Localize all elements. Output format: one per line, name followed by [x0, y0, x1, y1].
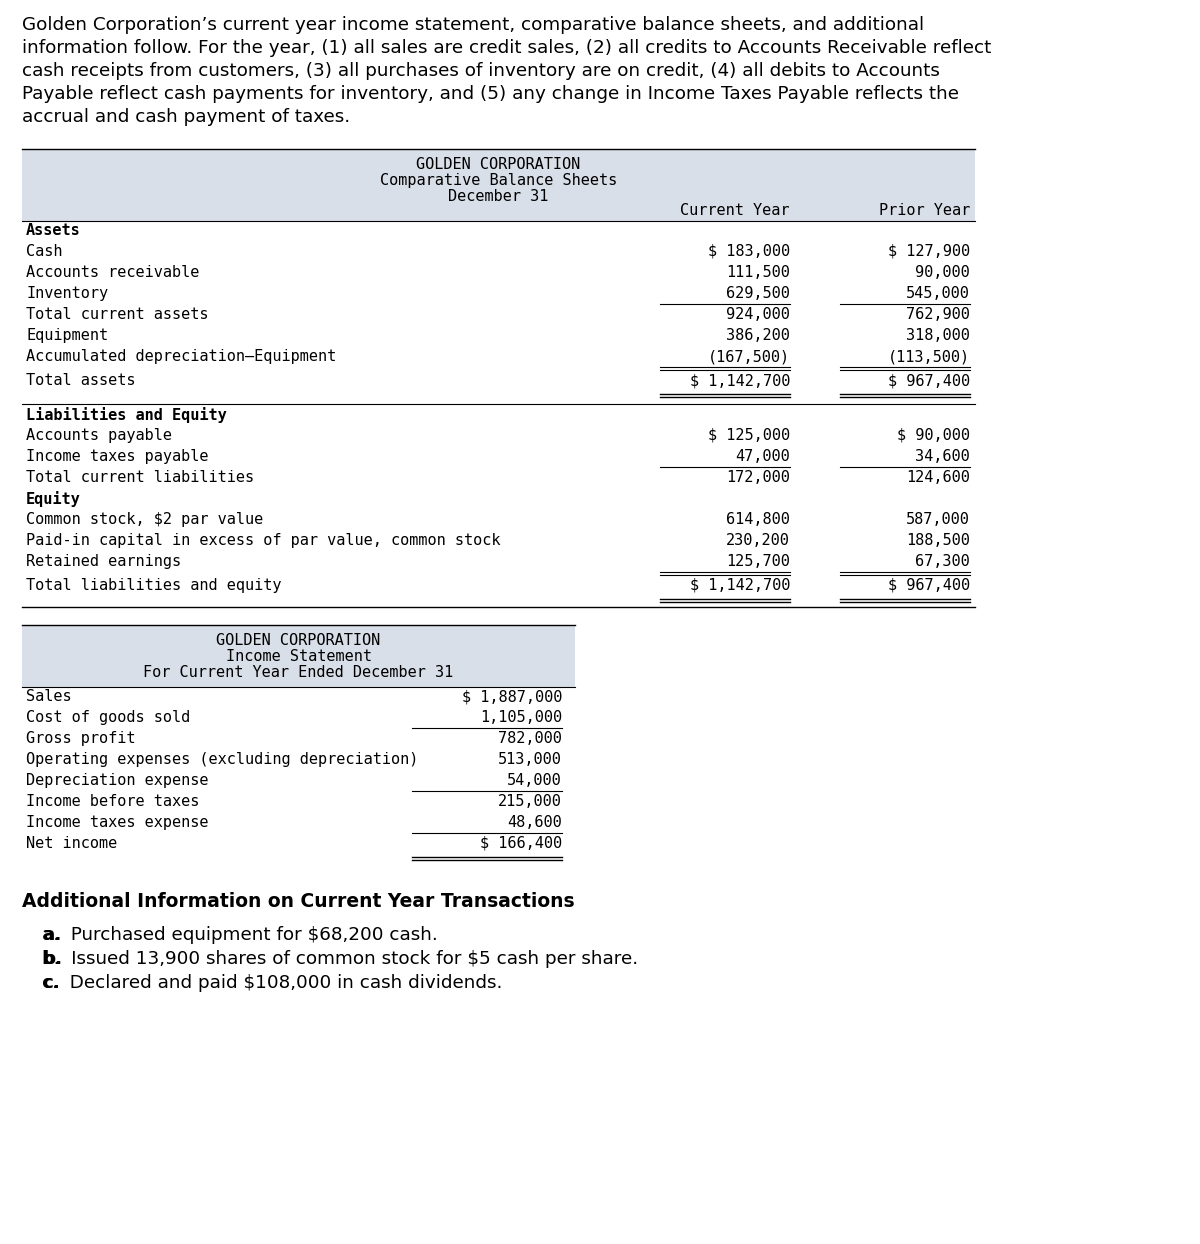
Text: 124,600: 124,600	[906, 470, 970, 485]
Text: GOLDEN CORPORATION: GOLDEN CORPORATION	[416, 157, 581, 172]
Text: Prior Year: Prior Year	[878, 203, 970, 218]
Text: 762,900: 762,900	[906, 307, 970, 322]
Text: 513,000: 513,000	[498, 753, 562, 768]
Text: $ 90,000: $ 90,000	[898, 428, 970, 443]
Text: Additional Information on Current Year Transactions: Additional Information on Current Year T…	[22, 892, 575, 911]
Text: 215,000: 215,000	[498, 794, 562, 809]
Text: Inventory: Inventory	[26, 286, 108, 301]
Text: 172,000: 172,000	[726, 470, 790, 485]
Text: 48,600: 48,600	[508, 815, 562, 830]
Text: Total current liabilities: Total current liabilities	[26, 470, 254, 485]
Text: b.: b.	[42, 950, 62, 968]
Text: c.  Declared and paid $108,000 in cash dividends.: c. Declared and paid $108,000 in cash di…	[42, 974, 503, 991]
Text: Payable reflect cash payments for inventory, and (5) any change in Income Taxes : Payable reflect cash payments for invent…	[22, 85, 959, 103]
Text: Depreciation expense: Depreciation expense	[26, 773, 209, 787]
Text: Accounts receivable: Accounts receivable	[26, 265, 199, 280]
Text: 1,105,000: 1,105,000	[480, 710, 562, 725]
Text: Equipment: Equipment	[26, 328, 108, 343]
Text: Total liabilities and equity: Total liabilities and equity	[26, 578, 282, 593]
Text: Income Statement: Income Statement	[226, 649, 372, 664]
Text: Common stock, $2 par value: Common stock, $2 par value	[26, 513, 263, 527]
Text: Accumulated depreciation–Equipment: Accumulated depreciation–Equipment	[26, 350, 336, 364]
Text: a.: a.	[42, 926, 61, 944]
Text: 924,000: 924,000	[726, 307, 790, 322]
Text: Paid-in capital in excess of par value, common stock: Paid-in capital in excess of par value, …	[26, 532, 500, 549]
Text: Total assets: Total assets	[26, 373, 136, 388]
Text: 614,800: 614,800	[726, 513, 790, 527]
Text: $ 967,400: $ 967,400	[888, 373, 970, 388]
Text: $ 1,142,700: $ 1,142,700	[690, 373, 790, 388]
Text: 318,000: 318,000	[906, 328, 970, 343]
Text: Golden Corporation’s current year income statement, comparative balance sheets, : Golden Corporation’s current year income…	[22, 16, 924, 34]
Text: 111,500: 111,500	[726, 265, 790, 280]
Text: a.  Purchased equipment for $68,200 cash.: a. Purchased equipment for $68,200 cash.	[42, 926, 438, 944]
Text: $ 166,400: $ 166,400	[480, 836, 562, 851]
Text: Operating expenses (excluding depreciation): Operating expenses (excluding depreciati…	[26, 753, 419, 768]
Text: 90,000: 90,000	[916, 265, 970, 280]
Text: Comparative Balance Sheets: Comparative Balance Sheets	[380, 173, 617, 188]
Text: Equity: Equity	[26, 491, 80, 508]
Text: 386,200: 386,200	[726, 328, 790, 343]
Text: 67,300: 67,300	[916, 554, 970, 569]
Text: 587,000: 587,000	[906, 513, 970, 527]
Text: $ 125,000: $ 125,000	[708, 428, 790, 443]
Text: $ 1,887,000: $ 1,887,000	[462, 689, 562, 704]
Text: cash receipts from customers, (3) all purchases of inventory are on credit, (4) : cash receipts from customers, (3) all pu…	[22, 62, 940, 80]
Text: 545,000: 545,000	[906, 286, 970, 301]
Text: 47,000: 47,000	[736, 449, 790, 464]
Text: GOLDEN CORPORATION: GOLDEN CORPORATION	[216, 633, 380, 648]
Text: Cost of goods sold: Cost of goods sold	[26, 710, 191, 725]
Text: For Current Year Ended December 31: For Current Year Ended December 31	[143, 666, 454, 680]
Text: 230,200: 230,200	[726, 532, 790, 549]
Text: Retained earnings: Retained earnings	[26, 554, 181, 569]
Text: Income taxes expense: Income taxes expense	[26, 815, 209, 830]
Text: Cash: Cash	[26, 244, 62, 259]
Text: December 31: December 31	[449, 189, 548, 204]
Text: 782,000: 782,000	[498, 731, 562, 746]
Text: (113,500): (113,500)	[888, 350, 970, 364]
Text: Gross profit: Gross profit	[26, 731, 136, 746]
Text: 125,700: 125,700	[726, 554, 790, 569]
Text: 54,000: 54,000	[508, 773, 562, 787]
Text: c.: c.	[42, 974, 60, 991]
Text: Sales: Sales	[26, 689, 72, 704]
Bar	[22, 149, 974, 221]
Text: information follow. For the year, (1) all sales are credit sales, (2) all credit: information follow. For the year, (1) al…	[22, 39, 991, 57]
Text: $ 967,400: $ 967,400	[888, 578, 970, 593]
Text: Net income: Net income	[26, 836, 118, 851]
Text: $ 127,900: $ 127,900	[888, 244, 970, 259]
Text: Assets: Assets	[26, 223, 80, 238]
Text: Liabilities and Equity: Liabilities and Equity	[26, 407, 227, 423]
Text: 34,600: 34,600	[916, 449, 970, 464]
Text: accrual and cash payment of taxes.: accrual and cash payment of taxes.	[22, 108, 350, 126]
Text: $ 1,142,700: $ 1,142,700	[690, 578, 790, 593]
Text: Accounts payable: Accounts payable	[26, 428, 172, 443]
Text: 188,500: 188,500	[906, 532, 970, 549]
Bar	[22, 624, 575, 687]
Text: b.  Issued 13,900 shares of common stock for $5 cash per share.: b. Issued 13,900 shares of common stock …	[42, 950, 638, 968]
Text: Current Year: Current Year	[680, 203, 790, 218]
Text: Total current assets: Total current assets	[26, 307, 209, 322]
Text: Income before taxes: Income before taxes	[26, 794, 199, 809]
Text: Income taxes payable: Income taxes payable	[26, 449, 209, 464]
Text: (167,500): (167,500)	[708, 350, 790, 364]
Text: $ 183,000: $ 183,000	[708, 244, 790, 259]
Text: 629,500: 629,500	[726, 286, 790, 301]
